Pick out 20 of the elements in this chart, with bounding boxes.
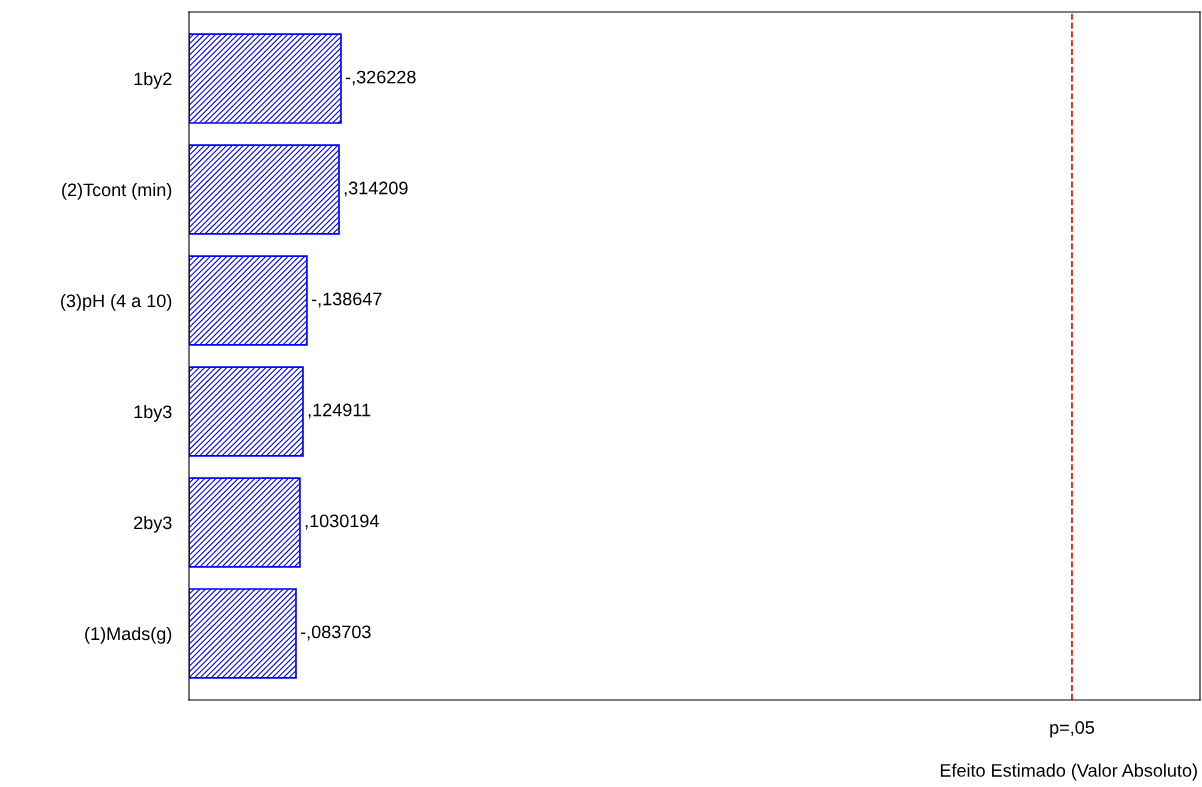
annotation: ,124911 [308,403,371,419]
bar [189,144,340,235]
y-tick-label: 1by3 [134,404,172,422]
y-tick-label: 2by3 [134,515,172,533]
ref-line-label: p=,05 [1050,721,1095,738]
annotation: ,1030194 [305,514,379,530]
annotation: -,138647 [311,292,382,308]
bar [189,588,297,679]
bar [189,366,304,457]
y-tick-label: (1)Mads(g) [85,626,172,644]
bar [189,255,308,346]
bar [189,477,301,568]
bar [189,33,342,124]
text: Efeito Estimado (Valor Absoluto) [940,763,1197,781]
y-tick-label: 1by2 [134,72,172,89]
annotation: ,314209 [344,181,408,197]
annotation: -,083703 [300,625,371,641]
y-tick-label: (3)pH (4 a 10) [61,293,172,311]
y-tick-label: (2)Tcont (min) [62,183,172,200]
annotation: -,326228 [345,70,416,86]
